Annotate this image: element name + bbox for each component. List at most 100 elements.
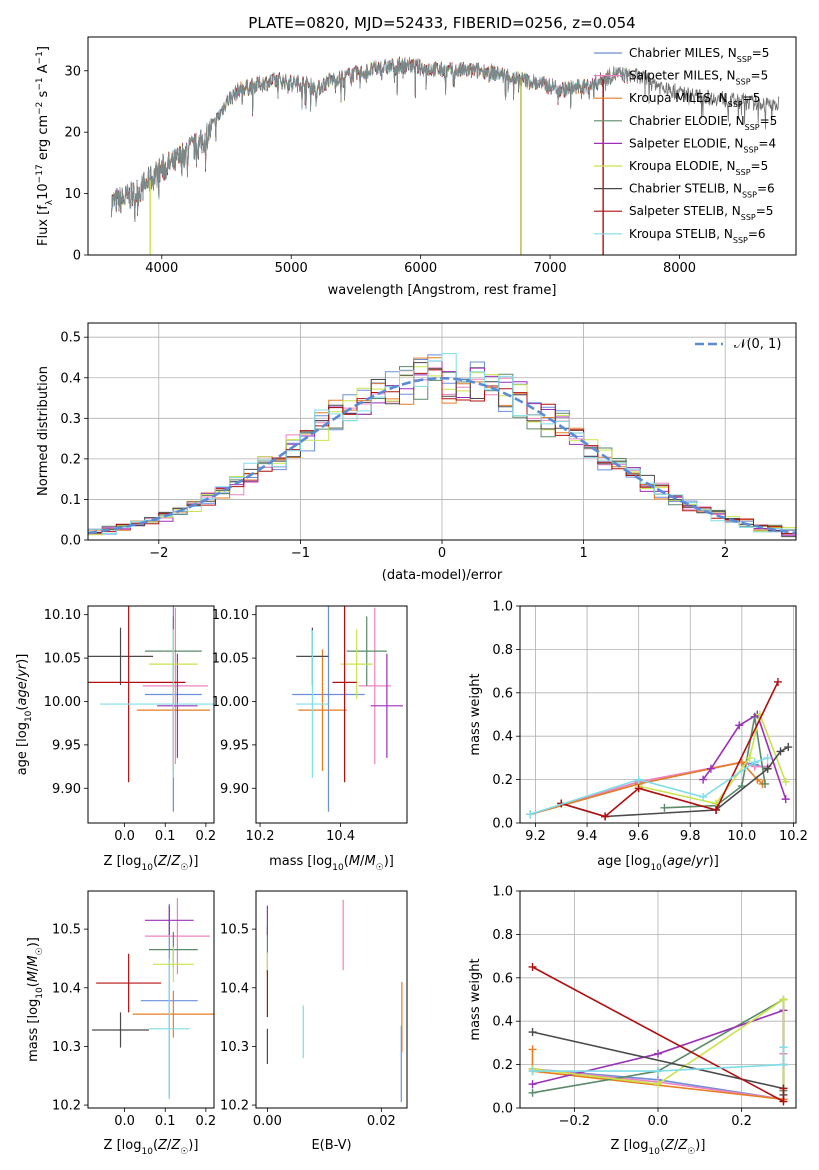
plot-area [526,677,793,821]
spectrum-data [111,57,780,222]
weight-marker-7 [601,812,610,821]
gaussian-reference [88,376,796,535]
weight-marker-7 [779,1097,788,1106]
y-tick-label: 0 [73,249,81,264]
x-tick-label: 0.1 [155,829,176,844]
weight-marker-7 [528,962,537,971]
y-tick-label: 0.1 [60,493,81,508]
weight-marker-4 [706,764,715,773]
y-tick-label: 1.0 [492,885,513,900]
panel-age-vs-mass: 10.2 10.4 9.90 9.95 10.00 10.05 10.10 mass [log… [212,605,408,873]
x-tick-label: 0.0 [114,1114,135,1129]
figure-title: PLATE=0820, MJD=52433, FIBERID=0256, z=0… [248,14,635,32]
x-tick-label: 0.0 [648,1114,669,1129]
x-tick-label: 5000 [275,261,308,276]
x-tick-label: 0.02 [367,1114,396,1129]
y-tick-label: 10.5 [52,923,81,938]
y-tick-label: 0.0 [60,534,81,549]
y-tick-label: 10.5 [220,923,249,938]
y-tick-label: 9.95 [220,738,249,753]
legend-label-5: Kroupa ELODIE, NSSP=5 [629,159,768,177]
y-tick-label: 10.05 [212,652,249,667]
axes-frame [255,605,408,824]
weight-marker-5 [779,995,788,1004]
x-tick-label: 0.2 [196,829,217,844]
weight-marker-8 [699,792,708,801]
spectrum-line-0 [110,56,629,222]
x-axis-label: wavelength [Angstrom, rest frame] [328,283,557,298]
legend: Chabrier MILES, NSSP=5 Salpeter MILES, NS… [594,46,777,244]
x-tick-label: 9.2 [525,829,546,844]
plot-area [92,898,214,1100]
y-tick-label: 0.4 [60,371,81,386]
plot-area [88,353,796,540]
weight-marker-8 [528,1067,537,1076]
x-tick-label: 4000 [145,261,178,276]
weight-marker-2 [528,1045,537,1054]
axes-frame [87,890,215,1109]
y-axis-label: Normed distribution [36,366,51,496]
panel-massweight-vs-Z: −0.2 0.0 0.2 0.0 0.2 0.4 0.6 0.8 1.0 Z [log10(Z/Z… [468,885,797,1157]
y-tick-label: 10 [64,187,81,202]
panel-mass-vs-EBV: 0.00 0.02 10.2 10.3 10.4 10.5 E(B-V) [220,890,408,1153]
x-tick-label: 10.2 [779,829,808,844]
y-axis-label: age [log10(age/yr)] [15,654,34,776]
weight-marker-8 [750,758,759,767]
panel-massweight-vs-age: 9.2 9.4 9.6 9.8 10.0 10.2 0.0 0.2 0.4 0.6 0.8 1.0 ag… [468,600,808,874]
x-axis-label: Z [log10(Z/Z☉)] [611,1138,706,1157]
y-axis-label: Flux [fλ10−17 erg cm−2 s−1 A−1] [35,46,55,246]
weight-marker-8 [654,1067,662,1076]
y-tick-label: 10.4 [220,981,249,996]
x-tick-label: −2 [149,546,168,561]
weight-marker-4 [735,721,744,730]
x-tick-label: 9.4 [577,829,598,844]
weight-marker-5 [745,753,754,762]
x-tick-label: 0.2 [196,1114,217,1129]
weight-marker-3 [660,803,669,812]
y-tick-label: 0.6 [492,971,513,986]
y-tick-label: 10.00 [212,695,249,710]
x-axis-label: Z [log10(Z/Z☉)] [104,1138,199,1157]
plot-area [528,962,788,1106]
weight-marker-7 [634,784,643,793]
plot-area [266,899,403,1103]
y-tick-label: 30 [64,64,81,79]
legend-label-6: Chabrier STELIB, NSSP=6 [629,182,775,200]
legend-label-8: Kroupa STELIB, NSSP=6 [629,227,766,245]
y-tick-label: 10.3 [220,1040,249,1055]
y-tick-label: 10.2 [220,1099,249,1114]
legend-label-2: Kroupa MILES, NSSP=5 [629,91,760,109]
weight-marker-8 [526,810,535,819]
weight-marker-6 [784,743,793,752]
weight-marker-6 [776,747,785,756]
weight-marker-5 [654,1080,662,1089]
legend-label-1: Salpeter MILES, NSSP=5 [629,69,768,87]
x-tick-label: 9.6 [628,829,649,844]
plot-area [88,606,214,812]
y-tick-label: 0.0 [492,817,513,832]
y-tick-label: 10.2 [52,1099,81,1114]
legend-label-0: Chabrier MILES, NSSP=5 [629,46,769,64]
y-tick-label: 0.2 [60,452,81,467]
spectrum-line-3 [110,57,629,220]
spectrum-line-4 [110,56,629,220]
x-tick-label: −0.2 [559,1114,591,1129]
y-tick-label: 0.5 [60,331,81,346]
y-tick-label: 1.0 [492,600,513,615]
x-tick-label: 1 [579,546,587,561]
x-tick-label: 7000 [534,261,567,276]
y-tick-label: 10.10 [212,608,249,623]
x-tick-label: 6000 [404,261,437,276]
panel-age-vs-Z: 0.0 0.1 0.2 9.90 9.95 10.00 10.05 10.10 Z [log10… [15,605,217,873]
spectrum-line-2 [110,56,629,221]
x-axis-label: mass [log10(M/M☉)] [269,854,394,873]
y-tick-label: 0.2 [492,1058,513,1073]
y-tick-label: 9.90 [52,782,81,797]
weight-marker-8 [634,775,643,784]
y-axis-label: mass weight [468,673,483,755]
weight-marker-4 [699,775,708,784]
x-tick-label: 0.0 [114,829,135,844]
weight-marker-8 [779,1043,788,1052]
